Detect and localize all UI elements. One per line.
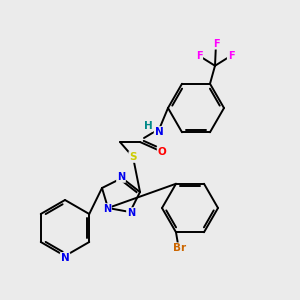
Text: N: N [103,204,111,214]
Text: N: N [154,127,164,137]
Text: N: N [61,253,69,263]
Text: S: S [129,152,137,162]
Text: F: F [228,51,234,61]
Text: O: O [158,147,166,157]
Text: N: N [117,172,125,182]
Text: Br: Br [173,243,187,253]
Text: F: F [213,39,219,49]
Text: H: H [144,121,152,131]
Text: F: F [196,51,202,61]
Text: N: N [127,208,135,218]
